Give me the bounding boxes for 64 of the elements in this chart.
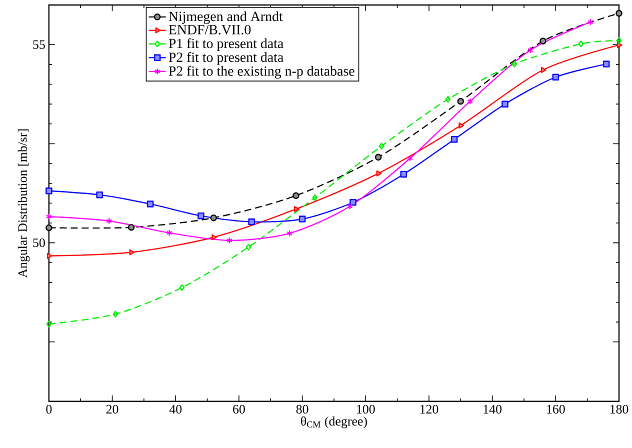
x-tick-label: 40 xyxy=(169,404,182,414)
point xyxy=(129,249,135,256)
point xyxy=(376,170,382,176)
point xyxy=(96,191,103,198)
y-axis-title: Angular Distribution [mb/sr] xyxy=(18,129,30,278)
legend-label: P1 fit to present data xyxy=(168,38,284,51)
point xyxy=(248,218,255,226)
point xyxy=(210,214,217,222)
point xyxy=(46,252,52,259)
legend-label: P2 fit to the existing n-p database xyxy=(168,66,354,78)
point xyxy=(616,37,622,44)
point xyxy=(346,202,353,210)
point xyxy=(212,234,217,240)
point xyxy=(292,192,300,199)
point xyxy=(298,216,306,222)
point xyxy=(166,229,172,236)
point xyxy=(540,38,546,44)
x-tick-label: 60 xyxy=(233,404,245,414)
point xyxy=(552,74,560,80)
point xyxy=(616,10,622,17)
point xyxy=(400,170,408,178)
point xyxy=(112,310,118,318)
point xyxy=(406,154,413,162)
point xyxy=(128,224,135,231)
point xyxy=(146,200,154,208)
point xyxy=(246,244,252,250)
point xyxy=(294,206,300,212)
point xyxy=(502,100,508,108)
point xyxy=(602,60,610,68)
x-tick-label: 20 xyxy=(106,404,118,414)
x-tick-label: 180 xyxy=(610,404,628,414)
point xyxy=(540,66,546,73)
point xyxy=(467,98,474,105)
x-axis-title: θ$_{CM}$ (degree) xyxy=(301,416,367,428)
point xyxy=(578,40,584,48)
point xyxy=(46,187,52,194)
legend-label: ENDF/B.VII.0 xyxy=(168,24,251,34)
point xyxy=(378,142,384,150)
point xyxy=(312,194,318,201)
x-tick-label: 120 xyxy=(420,404,438,414)
x-tick-label: 0 xyxy=(46,404,52,414)
point xyxy=(226,236,232,244)
point xyxy=(46,224,52,231)
point xyxy=(527,46,534,54)
y-tick-label: 55 xyxy=(33,40,45,49)
point xyxy=(512,60,518,68)
point xyxy=(286,230,293,237)
point xyxy=(179,284,185,291)
point xyxy=(46,320,52,328)
point xyxy=(198,212,204,220)
point xyxy=(457,98,464,105)
x-tick-label: 160 xyxy=(547,404,565,414)
x-tick-label: 140 xyxy=(484,404,502,414)
legend-label: P2 fit to present data xyxy=(168,52,284,65)
y-tick-label: 50 xyxy=(33,238,45,248)
x-tick-label: 80 xyxy=(296,404,308,414)
point xyxy=(106,217,112,224)
x-tick-label: 100 xyxy=(357,404,375,414)
legend-label: Nijmegen and Arndt xyxy=(168,11,283,24)
point xyxy=(374,154,382,160)
point xyxy=(450,136,458,143)
point xyxy=(350,198,356,206)
point xyxy=(458,122,464,128)
point xyxy=(445,96,451,103)
